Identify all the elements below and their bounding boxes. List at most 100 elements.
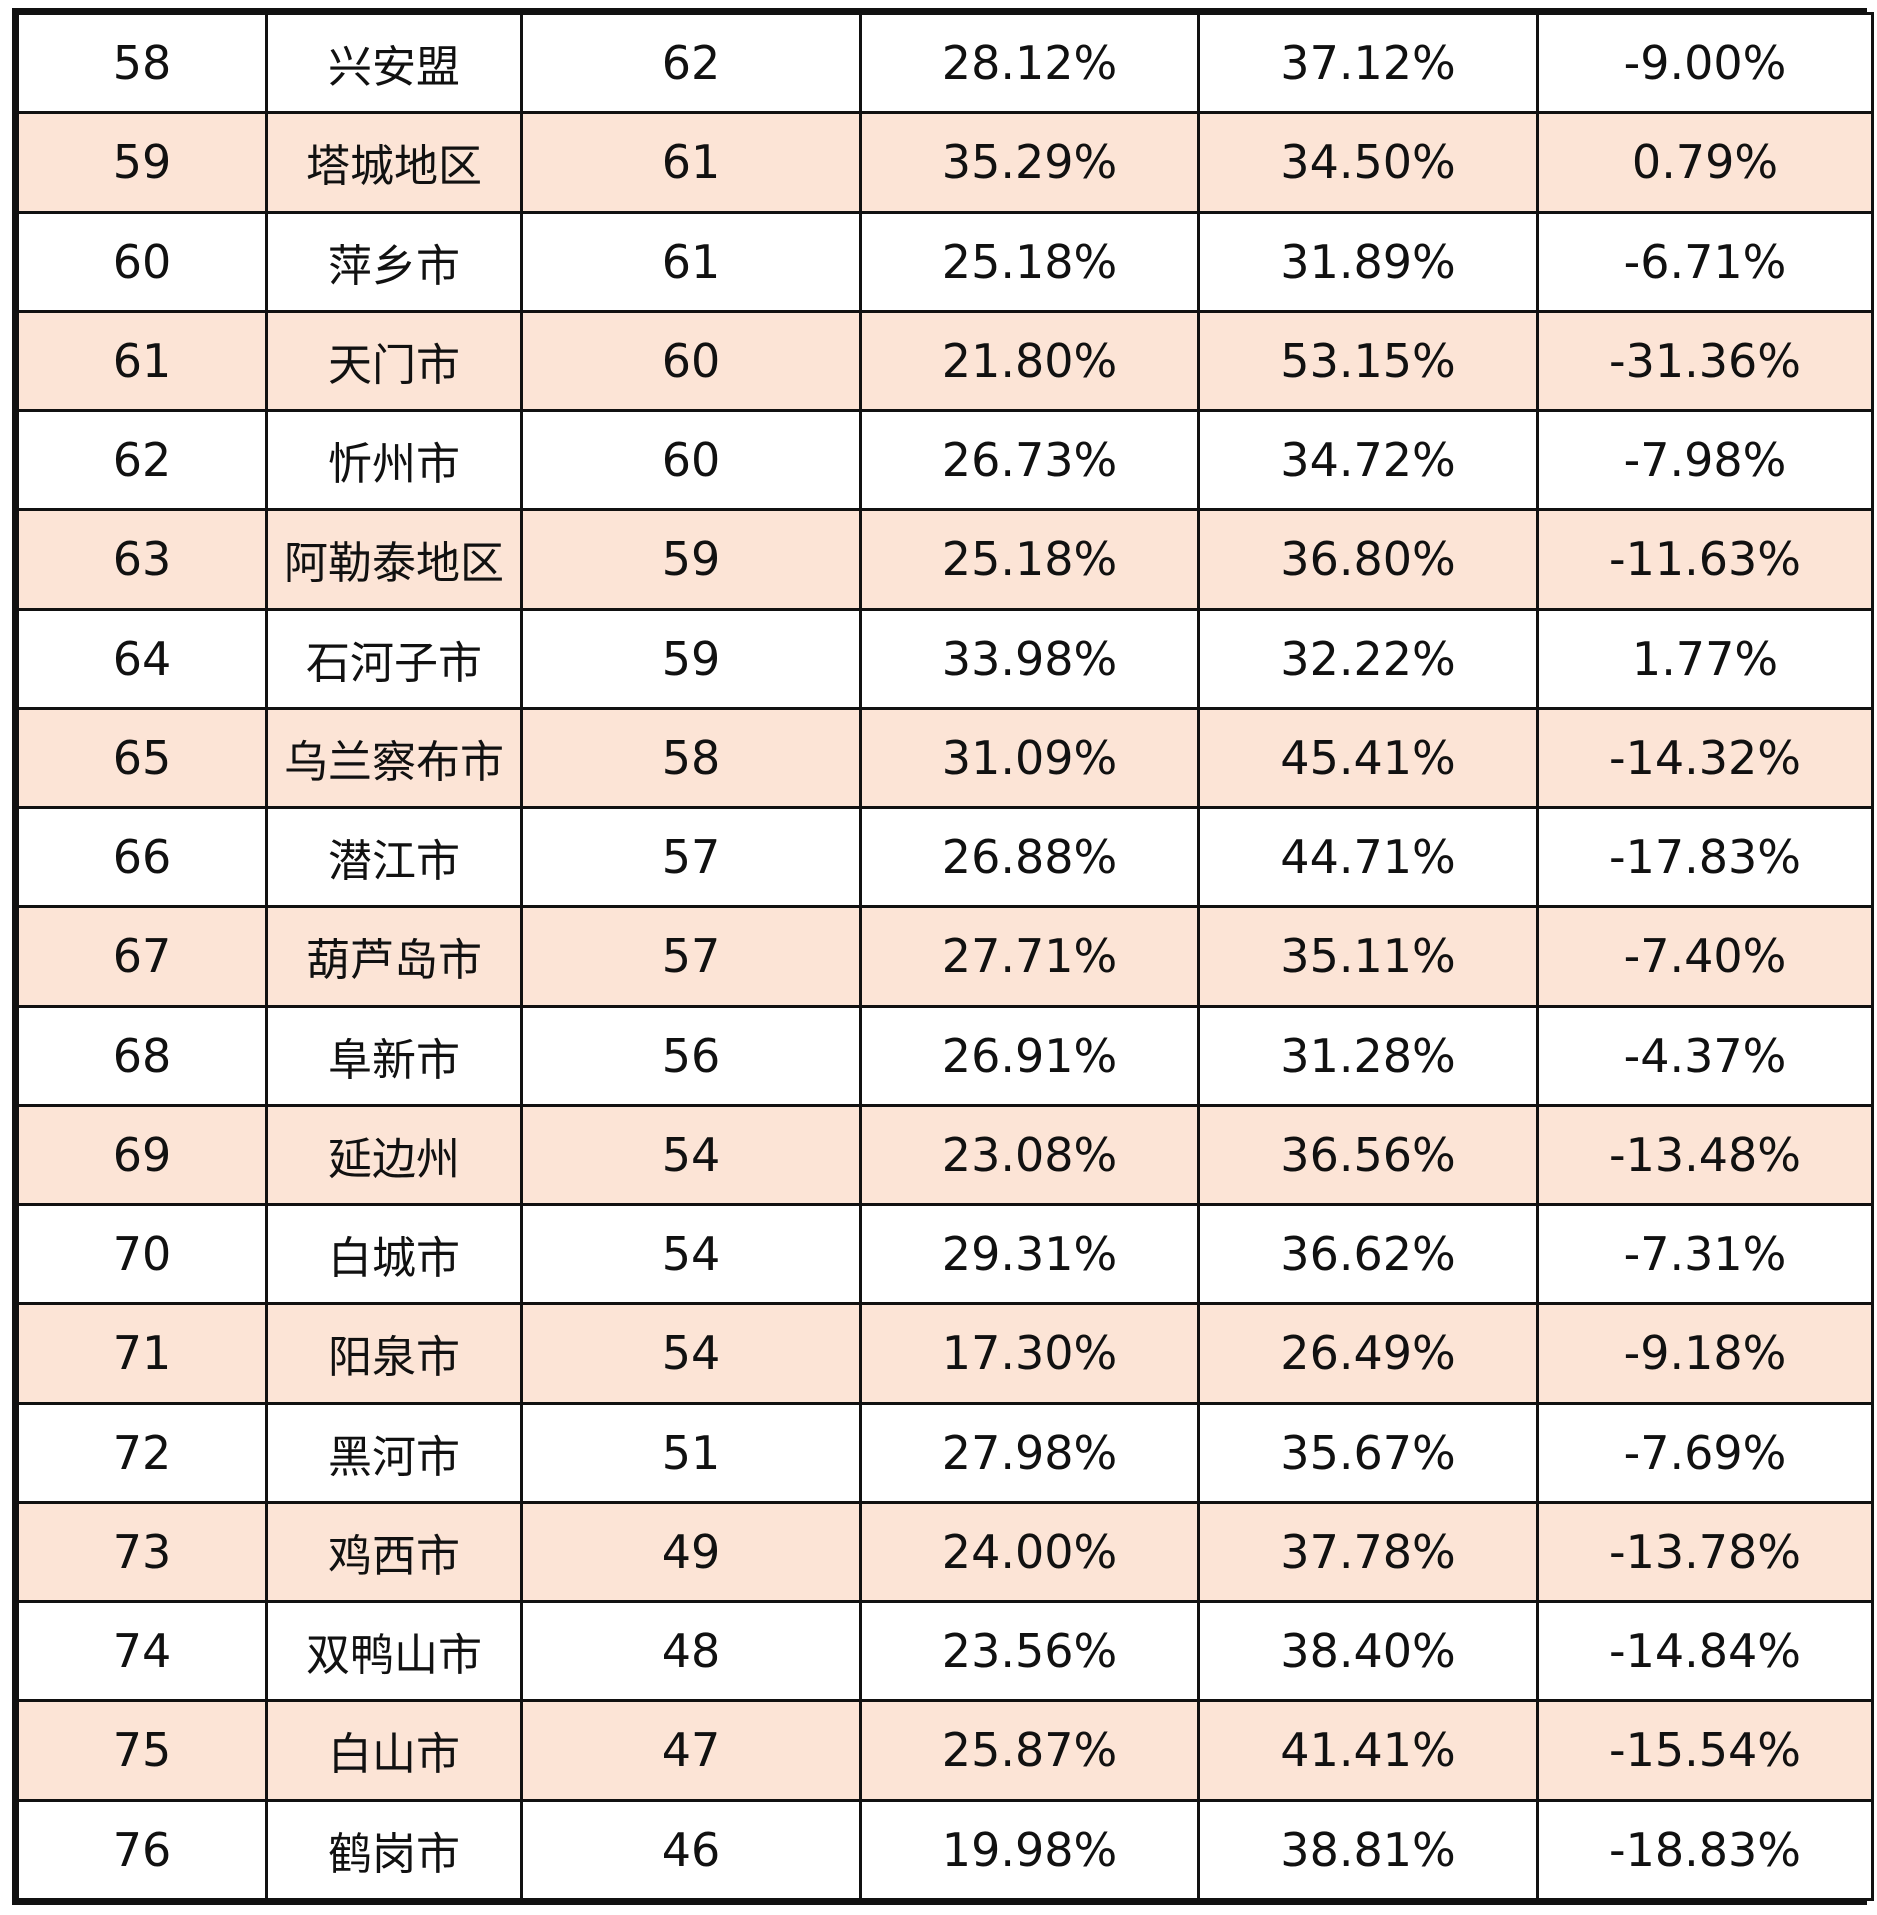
difference-cell: -9.18% xyxy=(1536,1302,1874,1405)
difference-cell: -7.69% xyxy=(1536,1401,1874,1504)
rank-cell: 74 xyxy=(16,1599,268,1703)
percent-a-cell: 26.91% xyxy=(859,1004,1200,1107)
percent-b-cell: 34.50% xyxy=(1197,111,1539,214)
rank-cell: 62 xyxy=(16,408,268,512)
rank-cell: 71 xyxy=(16,1302,268,1405)
percent-b-cell: 41.41% xyxy=(1197,1699,1539,1802)
rank-cell: 73 xyxy=(16,1500,268,1604)
table-row: 74 双鸭山市 48 23.56% 38.40% -14.84% xyxy=(16,1599,1874,1703)
table-row: 69 延边州 54 23.08% 36.56% -13.48% xyxy=(16,1103,1874,1207)
table-row: 76 鹤岗市 46 19.98% 38.81% -18.83% xyxy=(16,1798,1874,1901)
percent-b-cell: 31.89% xyxy=(1197,210,1539,313)
table-row: 59 塔城地区 61 35.29% 34.50% 0.79% xyxy=(16,111,1874,214)
percent-a-cell: 23.56% xyxy=(859,1599,1200,1703)
difference-cell: -14.84% xyxy=(1536,1599,1874,1703)
percent-b-cell: 35.11% xyxy=(1197,905,1539,1008)
ranking-table-container: 58 兴安盟 62 28.12% 37.12% -9.00% 59 塔城地区 61 35.29% 3… xyxy=(12,8,1874,1905)
percent-a-cell: 27.98% xyxy=(859,1401,1200,1504)
percent-a-cell: 26.73% xyxy=(859,408,1200,512)
ranking-table: 58 兴安盟 62 28.12% 37.12% -9.00% 59 塔城地区 61 35.29% 3… xyxy=(16,11,1874,1901)
difference-cell: 0.79% xyxy=(1536,111,1874,214)
difference-cell: -4.37% xyxy=(1536,1004,1874,1107)
city-cell: 乌兰察布市 xyxy=(265,706,523,810)
percent-a-cell: 28.12% xyxy=(859,11,1200,115)
percent-a-cell: 26.88% xyxy=(859,805,1200,909)
percent-b-cell: 32.22% xyxy=(1197,607,1539,710)
table-row: 60 萍乡市 61 25.18% 31.89% -6.71% xyxy=(16,210,1874,313)
city-cell: 兴安盟 xyxy=(265,11,523,115)
difference-cell: -6.71% xyxy=(1536,210,1874,313)
count-cell: 49 xyxy=(520,1500,862,1604)
table-row: 64 石河子市 59 33.98% 32.22% 1.77% xyxy=(16,607,1874,710)
table-row: 70 白城市 54 29.31% 36.62% -7.31% xyxy=(16,1202,1874,1306)
difference-cell: -7.98% xyxy=(1536,408,1874,512)
difference-cell: -18.83% xyxy=(1536,1798,1874,1901)
percent-a-cell: 19.98% xyxy=(859,1798,1200,1901)
count-cell: 51 xyxy=(520,1401,862,1504)
count-cell: 60 xyxy=(520,309,862,413)
percent-b-cell: 45.41% xyxy=(1197,706,1539,810)
percent-a-cell: 25.87% xyxy=(859,1699,1200,1802)
rank-cell: 65 xyxy=(16,706,268,810)
percent-b-cell: 26.49% xyxy=(1197,1302,1539,1405)
rank-cell: 59 xyxy=(16,111,268,214)
table-row: 66 潜江市 57 26.88% 44.71% -17.83% xyxy=(16,805,1874,909)
city-cell: 黑河市 xyxy=(265,1401,523,1504)
table-row: 75 白山市 47 25.87% 41.41% -15.54% xyxy=(16,1699,1874,1802)
city-cell: 石河子市 xyxy=(265,607,523,710)
percent-a-cell: 25.18% xyxy=(859,508,1200,611)
percent-a-cell: 33.98% xyxy=(859,607,1200,710)
rank-cell: 60 xyxy=(16,210,268,313)
difference-cell: -31.36% xyxy=(1536,309,1874,413)
count-cell: 57 xyxy=(520,805,862,909)
percent-a-cell: 24.00% xyxy=(859,1500,1200,1604)
city-cell: 萍乡市 xyxy=(265,210,523,313)
table-row: 71 阳泉市 54 17.30% 26.49% -9.18% xyxy=(16,1302,1874,1405)
percent-b-cell: 44.71% xyxy=(1197,805,1539,909)
city-cell: 塔城地区 xyxy=(265,111,523,214)
rank-cell: 63 xyxy=(16,508,268,611)
table-row: 65 乌兰察布市 58 31.09% 45.41% -14.32% xyxy=(16,706,1874,810)
difference-cell: -15.54% xyxy=(1536,1699,1874,1802)
city-cell: 鹤岗市 xyxy=(265,1798,523,1901)
count-cell: 59 xyxy=(520,508,862,611)
count-cell: 59 xyxy=(520,607,862,710)
rank-cell: 70 xyxy=(16,1202,268,1306)
percent-b-cell: 38.40% xyxy=(1197,1599,1539,1703)
count-cell: 60 xyxy=(520,408,862,512)
rank-cell: 76 xyxy=(16,1798,268,1901)
rank-cell: 66 xyxy=(16,805,268,909)
rank-cell: 69 xyxy=(16,1103,268,1207)
percent-a-cell: 35.29% xyxy=(859,111,1200,214)
table-row: 73 鸡西市 49 24.00% 37.78% -13.78% xyxy=(16,1500,1874,1604)
count-cell: 58 xyxy=(520,706,862,810)
count-cell: 57 xyxy=(520,905,862,1008)
percent-b-cell: 36.80% xyxy=(1197,508,1539,611)
percent-a-cell: 27.71% xyxy=(859,905,1200,1008)
rank-cell: 61 xyxy=(16,309,268,413)
count-cell: 54 xyxy=(520,1202,862,1306)
count-cell: 46 xyxy=(520,1798,862,1901)
city-cell: 天门市 xyxy=(265,309,523,413)
difference-cell: -13.48% xyxy=(1536,1103,1874,1207)
percent-b-cell: 36.62% xyxy=(1197,1202,1539,1306)
table-row: 67 葫芦岛市 57 27.71% 35.11% -7.40% xyxy=(16,905,1874,1008)
count-cell: 48 xyxy=(520,1599,862,1703)
percent-b-cell: 34.72% xyxy=(1197,408,1539,512)
count-cell: 47 xyxy=(520,1699,862,1802)
percent-b-cell: 37.78% xyxy=(1197,1500,1539,1604)
difference-cell: -14.32% xyxy=(1536,706,1874,810)
rank-cell: 72 xyxy=(16,1401,268,1504)
table-body: 58 兴安盟 62 28.12% 37.12% -9.00% 59 塔城地区 61 35.29% 3… xyxy=(16,11,1874,1901)
percent-a-cell: 25.18% xyxy=(859,210,1200,313)
table-row: 62 忻州市 60 26.73% 34.72% -7.98% xyxy=(16,408,1874,512)
percent-a-cell: 17.30% xyxy=(859,1302,1200,1405)
difference-cell: 1.77% xyxy=(1536,607,1874,710)
city-cell: 白山市 xyxy=(265,1699,523,1802)
city-cell: 阳泉市 xyxy=(265,1302,523,1405)
count-cell: 62 xyxy=(520,11,862,115)
table-row: 68 阜新市 56 26.91% 31.28% -4.37% xyxy=(16,1004,1874,1107)
city-cell: 阜新市 xyxy=(265,1004,523,1107)
percent-b-cell: 36.56% xyxy=(1197,1103,1539,1207)
city-cell: 潜江市 xyxy=(265,805,523,909)
